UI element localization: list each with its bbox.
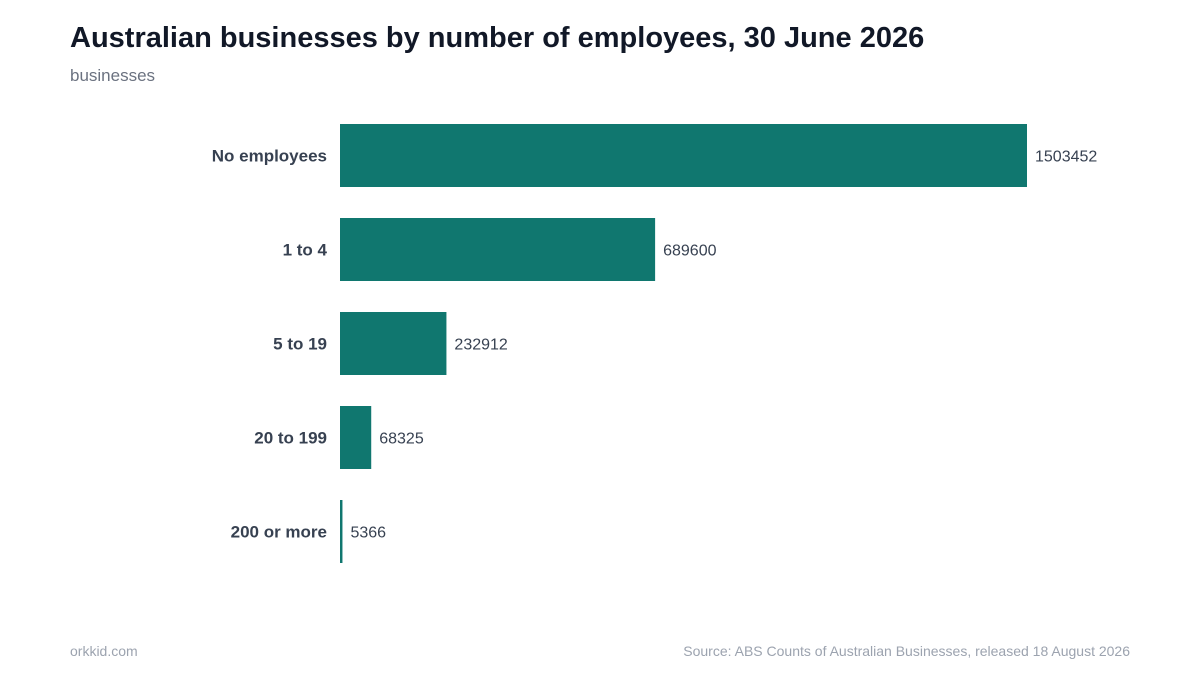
value-label: 1503452 (1035, 149, 1097, 166)
value-label: 5366 (350, 525, 386, 542)
value-label: 689600 (663, 243, 716, 260)
bar (340, 312, 447, 375)
category-label: 200 or more (231, 523, 327, 542)
category-label: 5 to 19 (273, 335, 327, 354)
bar (340, 500, 343, 563)
category-label: No employees (212, 147, 327, 166)
chart-subtitle: businesses (70, 66, 156, 85)
brand-credit: orkkid.com (70, 643, 138, 659)
category-label: 1 to 4 (283, 241, 328, 260)
value-label: 68325 (379, 431, 424, 448)
category-label: 20 to 199 (254, 429, 327, 448)
bar (340, 406, 372, 469)
chart-title: Australian businesses by number of emplo… (70, 22, 925, 54)
bar (340, 218, 656, 281)
source-note: Source: ABS Counts of Australian Busines… (683, 643, 1130, 659)
bar (340, 124, 1027, 187)
value-label: 232912 (454, 337, 507, 354)
